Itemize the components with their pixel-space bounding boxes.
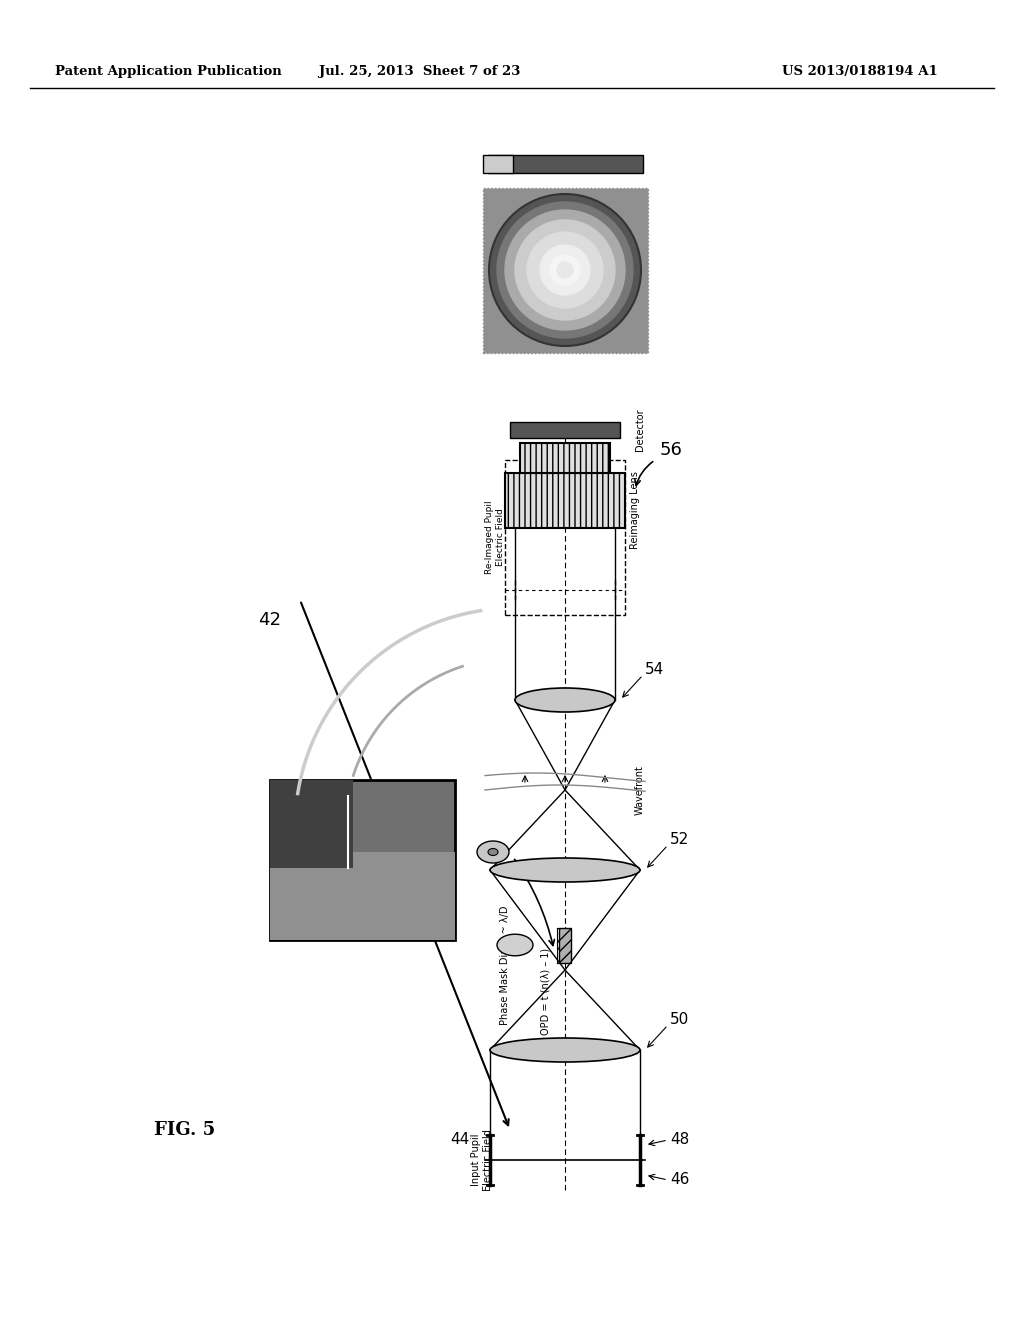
Text: Wavefront: Wavefront <box>635 766 645 814</box>
Text: Jul. 25, 2013  Sheet 7 of 23: Jul. 25, 2013 Sheet 7 of 23 <box>319 66 520 78</box>
Text: Input Pupil
Electric Field: Input Pupil Electric Field <box>471 1129 493 1191</box>
Bar <box>270 780 455 940</box>
Circle shape <box>497 202 633 338</box>
Text: OPD = t (n(λ) – 1): OPD = t (n(λ) – 1) <box>540 948 550 1035</box>
Circle shape <box>490 195 640 345</box>
Ellipse shape <box>515 688 615 711</box>
Bar <box>482 187 647 352</box>
Text: US 2013/0188194 A1: US 2013/0188194 A1 <box>782 66 938 78</box>
Text: 48: 48 <box>670 1133 689 1147</box>
Text: FIG. 5: FIG. 5 <box>155 1121 216 1139</box>
Text: Detector: Detector <box>635 409 645 451</box>
Bar <box>270 780 353 869</box>
Ellipse shape <box>488 849 498 855</box>
Circle shape <box>505 210 625 330</box>
Text: Re-Imaged Pupil
Electric Field: Re-Imaged Pupil Electric Field <box>485 500 505 574</box>
Circle shape <box>557 261 573 279</box>
Text: 56: 56 <box>660 441 683 459</box>
Ellipse shape <box>477 841 509 863</box>
Bar <box>559 928 571 962</box>
Bar <box>505 459 625 615</box>
Circle shape <box>550 255 580 285</box>
Text: 54: 54 <box>645 663 665 677</box>
Text: 52: 52 <box>670 833 689 847</box>
Ellipse shape <box>490 858 640 882</box>
Ellipse shape <box>497 935 534 956</box>
Bar <box>505 473 625 528</box>
Circle shape <box>540 246 590 294</box>
Bar <box>520 442 610 473</box>
Circle shape <box>515 220 615 319</box>
Text: Patent Application Publication: Patent Application Publication <box>55 66 282 78</box>
Text: 50: 50 <box>670 1012 689 1027</box>
Text: 44: 44 <box>451 1133 470 1147</box>
Text: 42: 42 <box>258 611 282 630</box>
Bar <box>510 422 620 438</box>
Bar <box>482 154 512 173</box>
Text: Reimaging Lens: Reimaging Lens <box>630 471 640 549</box>
Ellipse shape <box>490 1038 640 1063</box>
Circle shape <box>527 232 603 308</box>
Text: Phase Mask Dia = ~ λ/D: Phase Mask Dia = ~ λ/D <box>500 906 510 1026</box>
Text: 46: 46 <box>670 1172 689 1188</box>
Bar <box>270 851 455 940</box>
Bar <box>487 154 642 173</box>
